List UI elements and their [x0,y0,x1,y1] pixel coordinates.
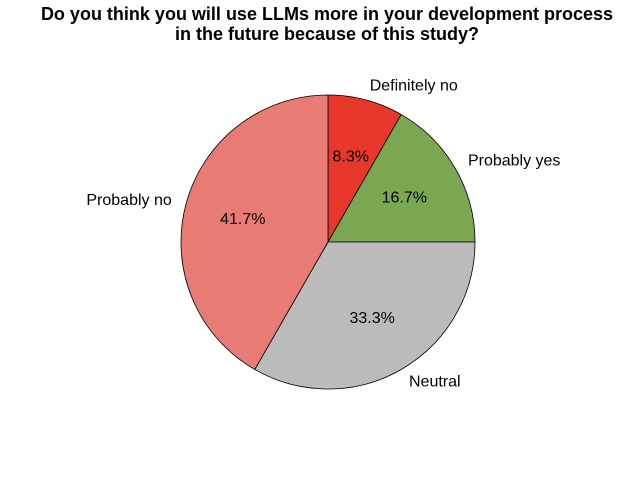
pie-category-label-probably-yes: Probably yes [468,153,561,170]
pie-slices [180,94,476,390]
pie-category-label-neutral: Neutral [409,373,461,390]
pie-pct-label-probably-no: 41.7% [220,211,265,228]
pie-labels: 8.3% Definitely no 16.7% Probably yes 33.3% N… [86,77,560,390]
chart-title-line-1: Do you think you will use LLMs more in y… [41,4,613,24]
pie-slice-neutral [254,241,476,390]
pie-pct-label-definitely-no: 8.3% [333,148,369,165]
pie-category-label-probably-no: Probably no [86,192,171,209]
chart-title-line-2: in the future because of this study? [175,24,479,44]
pie-category-label-definitely-no: Definitely no [370,77,458,94]
pie-slice-probably-yes [327,114,476,243]
pie-pct-label-neutral: 33.3% [349,310,394,327]
pie-pct-label-probably-yes: 16.7% [382,189,427,206]
pie-slice-probably-no [180,94,329,370]
